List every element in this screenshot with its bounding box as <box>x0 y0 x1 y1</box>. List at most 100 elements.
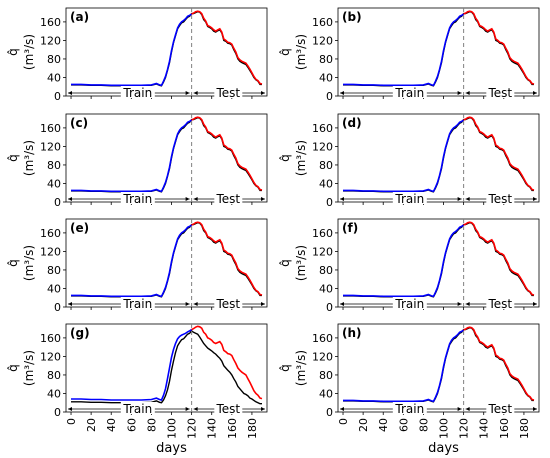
x-tick-label: 60 <box>397 418 410 432</box>
test-arrowhead-right <box>532 407 537 411</box>
y-tick-label: 160 <box>312 227 333 240</box>
x-tick-label: 80 <box>417 418 430 432</box>
test-arrowhead-left <box>193 302 198 306</box>
train-label: Train <box>394 297 424 311</box>
plot-frame <box>337 218 540 308</box>
panel-label: (h) <box>342 326 362 340</box>
train-label-bg <box>120 86 155 98</box>
test-arrowhead-left <box>193 197 198 201</box>
y-tick-label: 0 <box>326 406 333 419</box>
train-prediction-line <box>71 13 193 87</box>
y-label-unit: (m³/s) <box>294 140 308 176</box>
x-tick-label: 140 <box>478 418 491 439</box>
y-tick-label: 0 <box>54 90 61 103</box>
panel-g: 0 40 80 120 160 0 20 40 60 80 100 120 140 160 180 q̂ (m³… <box>6 323 268 439</box>
y-label-symbol: q̂ <box>278 48 292 56</box>
y-label-symbol: q̂ <box>6 154 20 162</box>
train-prediction-line <box>71 224 193 298</box>
x-tick-label: 0 <box>337 418 350 425</box>
test-label: Test <box>215 402 240 416</box>
x-tick-label: 40 <box>377 418 390 432</box>
panel-label: (c) <box>70 116 88 130</box>
plot-frame <box>65 218 268 308</box>
observed-line <box>71 329 262 405</box>
train-arrowhead-right <box>185 302 190 306</box>
y-tick-label: 0 <box>54 301 61 314</box>
test-arrowhead-right <box>260 302 265 306</box>
train-label-bg <box>120 402 155 414</box>
y-tick-label: 40 <box>47 177 61 190</box>
train-arrowhead-right <box>457 407 462 411</box>
test-label: Test <box>487 402 512 416</box>
y-label-unit: (m³/s) <box>294 350 308 386</box>
train-label-bg <box>120 297 155 309</box>
test-label-bg <box>214 192 243 204</box>
y-tick-label: 80 <box>47 53 61 66</box>
x-tick-label: 120 <box>186 418 199 439</box>
y-label-unit: (m³/s) <box>22 245 36 281</box>
panel-h: 0 40 80 120 160 0 20 40 60 80 100 120 140 160 180 q̂ (m³… <box>278 323 540 439</box>
test-arrowhead-left <box>193 91 198 95</box>
train-label: Train <box>122 297 152 311</box>
y-tick-label: 160 <box>312 16 333 29</box>
train-label: Train <box>394 402 424 416</box>
x-axis-title-right: days <box>428 441 459 456</box>
test-label: Test <box>215 297 240 311</box>
test-label-bg <box>486 402 515 414</box>
train-arrowhead-right <box>185 407 190 411</box>
test-label-bg <box>214 402 243 414</box>
y-tick-label: 0 <box>54 406 61 419</box>
train-label: Train <box>122 86 152 100</box>
plot-frame <box>337 113 540 203</box>
panel-label: (g) <box>70 326 90 340</box>
x-axis-title-left: days <box>156 441 187 456</box>
test-label: Test <box>487 86 512 100</box>
test-label: Test <box>215 192 240 206</box>
train-arrowhead-left <box>68 91 73 95</box>
train-arrowhead-left <box>340 407 345 411</box>
y-tick-label: 40 <box>319 282 333 295</box>
y-tick-label: 120 <box>312 350 333 363</box>
y-tick-label: 40 <box>319 71 333 84</box>
y-label-symbol: q̂ <box>6 364 20 372</box>
panel-label: (f) <box>342 221 358 235</box>
plot-frame <box>65 323 268 413</box>
x-tick-label: 140 <box>206 418 219 439</box>
y-label-symbol: q̂ <box>278 364 292 372</box>
test-arrowhead-left <box>465 302 470 306</box>
y-tick-label: 80 <box>47 159 61 172</box>
panel-f: 0 40 80 120 160 q̂ (m³/s) Train Test (f) <box>278 218 540 314</box>
train-arrowhead-right <box>457 197 462 201</box>
train-arrowhead-right <box>185 91 190 95</box>
y-tick-label: 160 <box>40 332 61 345</box>
train-prediction-line <box>71 119 193 193</box>
train-arrowhead-left <box>68 197 73 201</box>
test-label-bg <box>486 86 515 98</box>
x-tick-label: 160 <box>226 418 239 439</box>
y-tick-label: 120 <box>40 350 61 363</box>
test-label: Test <box>487 297 512 311</box>
train-label-bg <box>120 192 155 204</box>
train-arrowhead-left <box>68 407 73 411</box>
test-arrowhead-right <box>260 91 265 95</box>
y-tick-label: 80 <box>47 264 61 277</box>
test-label-bg <box>486 297 515 309</box>
x-tick-label: 0 <box>65 418 78 425</box>
y-tick-label: 160 <box>312 332 333 345</box>
y-tick-label: 120 <box>40 140 61 153</box>
x-tick-label: 20 <box>85 418 98 432</box>
test-label-bg <box>214 297 243 309</box>
x-tick-label: 100 <box>438 418 451 439</box>
train-prediction-line <box>343 13 465 87</box>
test-prediction-line <box>191 221 263 296</box>
y-label-symbol: q̂ <box>278 154 292 162</box>
x-tick-label: 180 <box>246 418 259 439</box>
y-label-unit: (m³/s) <box>294 245 308 281</box>
test-prediction-line <box>463 221 535 296</box>
train-arrowhead-left <box>340 197 345 201</box>
test-arrowhead-right <box>260 197 265 201</box>
train-prediction-line <box>71 328 193 401</box>
test-prediction-line <box>463 326 535 401</box>
y-tick-label: 40 <box>47 387 61 400</box>
test-prediction-line <box>191 116 263 191</box>
